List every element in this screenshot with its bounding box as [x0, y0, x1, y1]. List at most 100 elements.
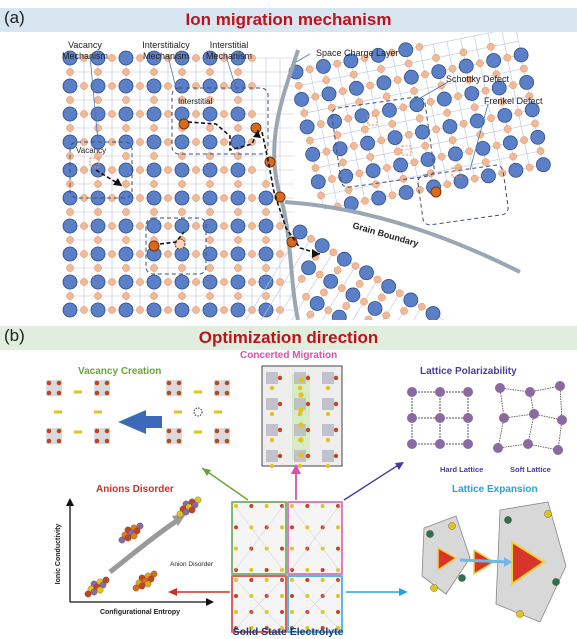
lattice-anion	[80, 250, 88, 258]
lattice-anion	[206, 236, 214, 244]
lattice-anion	[66, 124, 74, 132]
lattice-anion	[415, 114, 424, 123]
schottky-vacancy-2	[401, 145, 412, 156]
lattice-anion	[349, 70, 358, 79]
vacancy-creation-title: Vacancy Creation	[78, 366, 162, 377]
vacancy-site	[89, 157, 100, 168]
lattice-cation	[118, 162, 134, 178]
lattice-anion	[372, 180, 380, 189]
leader-vacancy-mech	[89, 55, 99, 143]
lattice-anion	[122, 208, 130, 216]
interstitialcy-box	[145, 217, 207, 275]
lattice-anion	[122, 236, 130, 244]
lattice-anion	[136, 166, 144, 174]
lattice-cation	[332, 141, 348, 157]
lattice-anion	[94, 264, 102, 272]
lattice-cation	[62, 106, 78, 122]
lattice-anion	[234, 292, 242, 300]
lattice-cation	[174, 274, 190, 290]
lattice-anion	[351, 262, 360, 270]
lattice-cation	[365, 163, 381, 179]
lattice-expansion-title: Lattice Expansion	[452, 484, 538, 495]
lattice-cation	[90, 190, 106, 206]
lattice-anion	[122, 264, 130, 272]
lattice-anion	[316, 120, 325, 128]
lattice-cation	[458, 58, 474, 74]
lattice-cation	[448, 146, 463, 162]
lattice-anion	[164, 194, 172, 202]
lattice-anion	[80, 306, 88, 314]
lattice-cation	[174, 78, 190, 94]
lattice-anion	[178, 208, 186, 216]
lattice-cation	[398, 185, 414, 200]
lattice-cation	[90, 274, 106, 290]
lattice-cation	[230, 246, 246, 262]
lattice-anion	[276, 278, 284, 286]
lattice-anion	[421, 141, 430, 150]
lattice-anion	[192, 250, 200, 258]
boundary-ion-3	[286, 236, 298, 248]
lattice-anion	[355, 98, 364, 106]
lattice-cation	[90, 302, 106, 318]
lattice-cation	[90, 218, 106, 234]
lattice-anion	[164, 222, 172, 230]
lattice-cation	[403, 292, 419, 308]
lattice-anion	[426, 169, 435, 178]
interstitial-label: Interstitial	[178, 97, 213, 106]
frenkel-ion	[430, 186, 442, 198]
lattice-cation	[442, 119, 458, 134]
lattice-anion	[514, 108, 523, 117]
lattice-cation	[62, 78, 78, 94]
lattice-anion	[388, 48, 396, 57]
lattice-anion	[178, 292, 186, 300]
lattice-anion	[492, 70, 501, 79]
lattice-anion	[509, 152, 517, 161]
lattice-anion	[421, 70, 429, 79]
lattice-anion	[122, 96, 130, 104]
lattice-cation	[202, 106, 218, 122]
lattice-cation	[453, 173, 469, 189]
lattice-anion	[262, 264, 270, 272]
lattice-anion	[437, 152, 446, 161]
lattice-anion	[150, 180, 158, 188]
lattice-anion	[382, 311, 391, 320]
lattice-cation	[118, 302, 134, 318]
boundary-path-arrow	[261, 131, 321, 255]
lattice-anion	[443, 180, 452, 189]
leader-space-charge	[295, 53, 311, 63]
lattice-cation	[409, 97, 425, 113]
anion-disorder-tag-1: Anion Disorder	[170, 561, 214, 568]
lattice-cation	[310, 174, 326, 190]
lattice-cation	[174, 134, 190, 150]
lattice-cation	[118, 246, 134, 262]
lattice-anion	[206, 180, 214, 188]
lattice-cation	[202, 78, 218, 94]
lattice-anion	[164, 306, 172, 314]
lattice-anion	[164, 278, 172, 286]
lattice-anion	[306, 310, 315, 319]
lattice-anion	[377, 65, 385, 73]
lattice-anion	[136, 194, 144, 202]
lattice-cation	[146, 190, 162, 206]
lattice-cation	[62, 134, 78, 150]
lattice-anion	[234, 124, 242, 132]
lattice-anion	[366, 81, 375, 90]
lattice-cation	[398, 42, 414, 58]
soft-lattice-label: Soft Lattice	[510, 465, 551, 474]
lattice-anion	[487, 114, 495, 123]
lattice-cation	[146, 274, 162, 290]
lattice-cation	[258, 190, 274, 206]
concerted-migration-title: Concerted Migration	[240, 350, 338, 361]
lattice-cation	[118, 218, 134, 234]
lattice-cation	[370, 47, 386, 63]
lattice-anion	[525, 92, 534, 100]
panel-a-letter: (a)	[4, 8, 25, 27]
lattice-cation	[323, 273, 339, 289]
lattice-anion	[487, 42, 495, 51]
lattice-anion	[333, 266, 342, 275]
lattice-cation	[299, 119, 315, 135]
lattice-anion	[192, 278, 200, 286]
lattice-anion	[122, 68, 130, 76]
lattice-cation	[62, 302, 78, 318]
lattice-anion	[459, 119, 468, 128]
